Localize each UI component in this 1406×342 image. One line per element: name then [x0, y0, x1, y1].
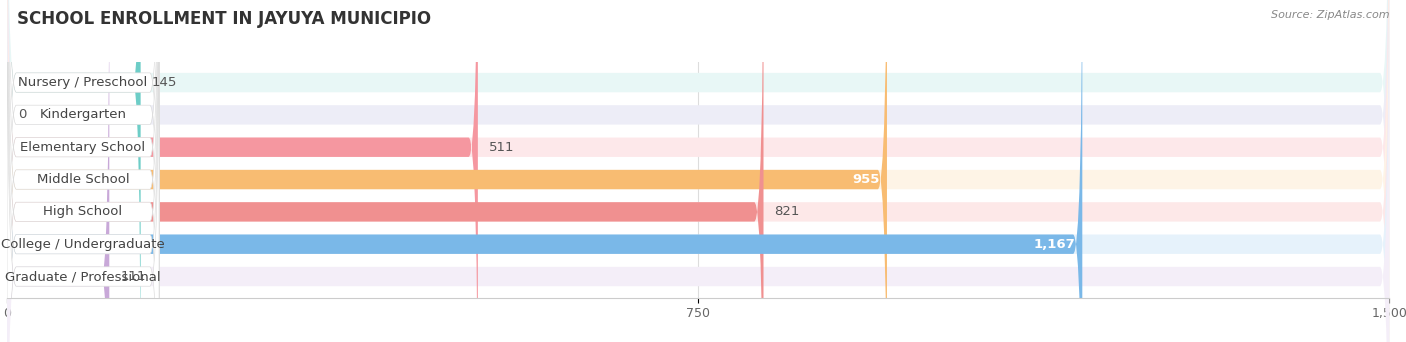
Text: High School: High School	[44, 206, 122, 219]
Text: Kindergarten: Kindergarten	[39, 108, 127, 121]
Text: 111: 111	[121, 270, 146, 283]
FancyBboxPatch shape	[7, 0, 763, 342]
Text: 1,167: 1,167	[1033, 238, 1076, 251]
FancyBboxPatch shape	[7, 0, 478, 342]
Text: 145: 145	[152, 76, 177, 89]
Text: SCHOOL ENROLLMENT IN JAYUYA MUNICIPIO: SCHOOL ENROLLMENT IN JAYUYA MUNICIPIO	[17, 10, 432, 28]
FancyBboxPatch shape	[7, 0, 159, 342]
Text: Graduate / Professional: Graduate / Professional	[6, 270, 160, 283]
FancyBboxPatch shape	[7, 0, 159, 342]
FancyBboxPatch shape	[7, 0, 1389, 342]
FancyBboxPatch shape	[7, 0, 1083, 342]
FancyBboxPatch shape	[7, 0, 1389, 342]
Text: College / Undergraduate: College / Undergraduate	[1, 238, 165, 251]
FancyBboxPatch shape	[7, 0, 1389, 342]
FancyBboxPatch shape	[7, 0, 110, 342]
Text: Nursery / Preschool: Nursery / Preschool	[18, 76, 148, 89]
Text: Source: ZipAtlas.com: Source: ZipAtlas.com	[1271, 10, 1389, 20]
Text: 821: 821	[775, 206, 800, 219]
Text: Elementary School: Elementary School	[21, 141, 146, 154]
FancyBboxPatch shape	[7, 0, 887, 342]
Text: Middle School: Middle School	[37, 173, 129, 186]
FancyBboxPatch shape	[7, 0, 159, 342]
FancyBboxPatch shape	[7, 0, 159, 342]
FancyBboxPatch shape	[7, 0, 1389, 342]
FancyBboxPatch shape	[7, 0, 1389, 342]
Text: 0: 0	[18, 108, 27, 121]
FancyBboxPatch shape	[7, 0, 159, 342]
FancyBboxPatch shape	[7, 0, 159, 342]
FancyBboxPatch shape	[7, 0, 159, 342]
Text: 955: 955	[852, 173, 880, 186]
FancyBboxPatch shape	[7, 0, 1389, 342]
FancyBboxPatch shape	[7, 0, 141, 342]
FancyBboxPatch shape	[7, 0, 1389, 342]
Text: 511: 511	[489, 141, 515, 154]
